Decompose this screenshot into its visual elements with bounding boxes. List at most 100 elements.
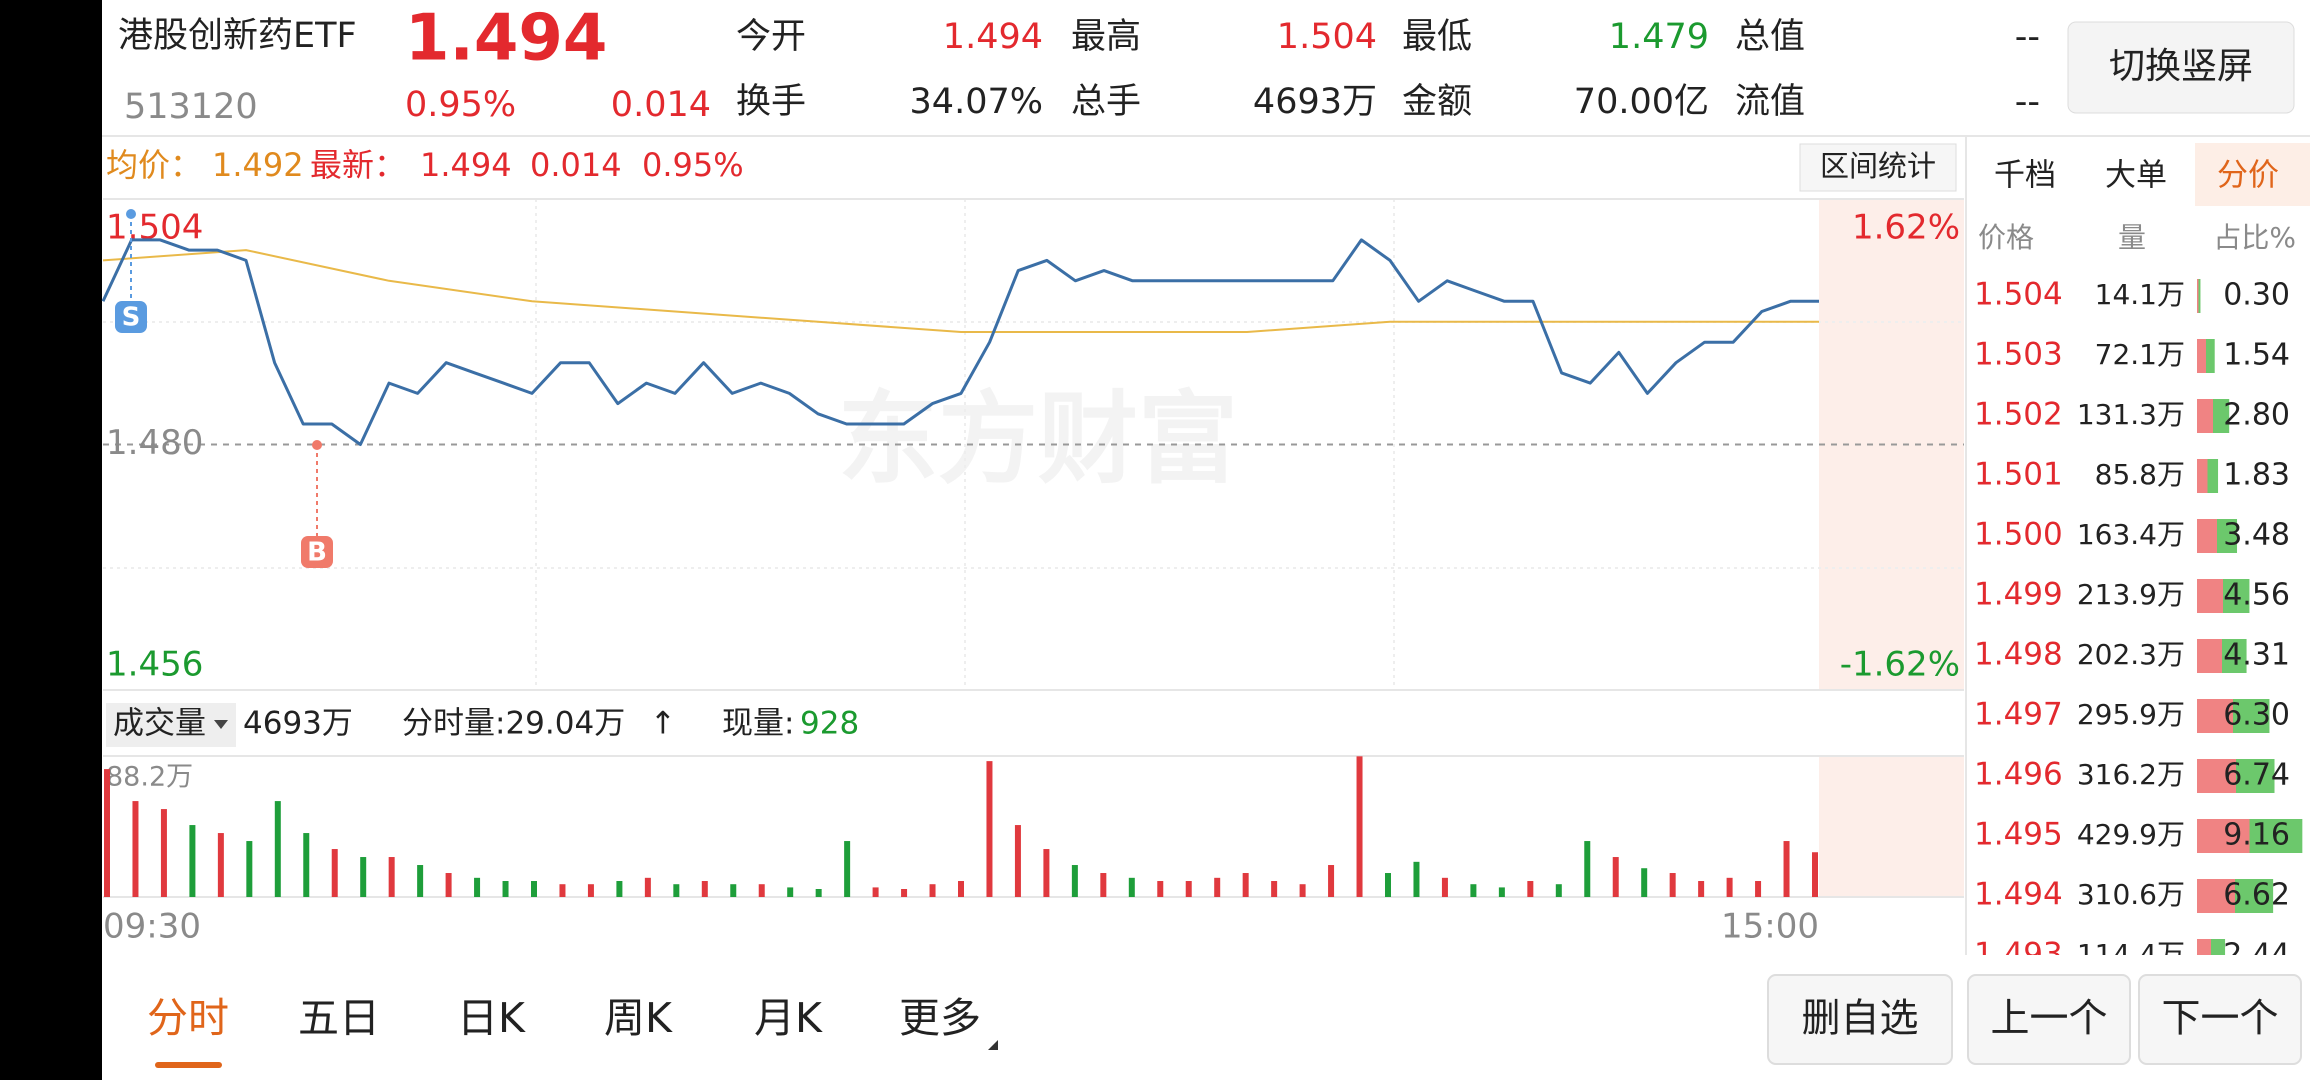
volume-arrow: ↑	[650, 706, 676, 742]
volume-bar	[986, 761, 993, 897]
nav-button[interactable]	[1967, 974, 2131, 1065]
book-share: 6.30	[2223, 698, 2290, 733]
nav-tab[interactable]: 月K	[754, 994, 823, 1042]
active-underline	[155, 1062, 222, 1068]
nav-tab[interactable]: 更多	[899, 994, 981, 1042]
stat-label: 最低	[1402, 17, 1472, 57]
book-volume: 202.3万	[2077, 638, 2185, 671]
volume-bar	[1185, 881, 1192, 897]
toggle-button[interactable]	[2067, 21, 2295, 114]
volume-bar	[388, 857, 395, 897]
volume-bar	[815, 889, 822, 897]
stat-label: 换手	[736, 82, 806, 122]
volume-bar	[1669, 873, 1676, 897]
book-share: 0.30	[2223, 278, 2290, 313]
now-label: 现量:	[722, 706, 794, 742]
volume-bar	[1555, 884, 1562, 897]
book-tab[interactable]: 大单	[2105, 158, 2167, 194]
volume-bar	[1755, 881, 1762, 897]
volume-selector[interactable]	[106, 703, 236, 747]
volume-bar	[160, 809, 167, 897]
book-tab-active[interactable]: 分价	[2217, 158, 2279, 194]
time-start: 09:30	[103, 907, 201, 947]
volume-bar	[901, 889, 908, 897]
volume-bar	[1726, 877, 1733, 897]
volume-bar	[730, 884, 737, 897]
volume-bar	[1271, 881, 1278, 897]
volume-bar	[1356, 756, 1363, 897]
minute-volume: 分时量:29.04万	[402, 706, 625, 742]
dropdown-arrow	[214, 720, 228, 729]
range-button[interactable]	[1799, 143, 1957, 192]
avg-value: 1.492	[212, 146, 304, 184]
book-share: 2.44	[2223, 938, 2290, 973]
y-tick-label: 1.480	[106, 423, 203, 463]
volume-bar	[1328, 865, 1335, 897]
share-bar	[2197, 819, 2303, 853]
nav-tab-active[interactable]: 分时	[147, 994, 229, 1042]
share-bar	[2197, 879, 2274, 913]
volume-bar	[1128, 877, 1135, 897]
nav-button[interactable]	[1767, 974, 1953, 1065]
latest-change: 0.014	[530, 146, 622, 184]
book-volume: 310.6万	[2077, 878, 2185, 911]
volume-bar	[1783, 841, 1790, 897]
book-share: 3.48	[2223, 518, 2290, 553]
column-header: 占比%	[2213, 221, 2296, 254]
volume-bar	[1413, 861, 1420, 897]
book-price: 1.498	[1974, 637, 2063, 673]
latest-label: 最新：	[310, 146, 406, 184]
book-share: 4.31	[2223, 638, 2290, 673]
volume-bar	[1812, 852, 1818, 897]
book-volume: 213.9万	[2077, 578, 2185, 611]
book-volume: 85.8万	[2095, 458, 2185, 491]
book-volume: 316.2万	[2077, 758, 2185, 791]
nav-tab[interactable]: 五日	[298, 994, 380, 1042]
volume-bar	[616, 881, 623, 897]
volume-bar	[445, 873, 452, 897]
nav-button[interactable]	[2138, 974, 2302, 1065]
volume-bar	[1441, 877, 1448, 897]
book-price: 1.494	[1974, 877, 2063, 913]
volume-bar	[474, 877, 481, 897]
stat-value: 1.479	[1609, 17, 1709, 57]
stat-label: 总手	[1071, 82, 1141, 122]
book-volume: 14.1万	[2095, 278, 2185, 311]
column-header: 价格	[1978, 221, 2034, 254]
nav-tab[interactable]: 周K	[604, 994, 673, 1042]
volume-bar	[1214, 877, 1221, 897]
book-price: 1.503	[1974, 337, 2063, 373]
volume-bar	[787, 887, 794, 897]
nav-tab[interactable]: 日K	[457, 994, 526, 1042]
active-tab-bg	[2195, 143, 2310, 206]
book-price: 1.493	[1974, 937, 2063, 973]
volume-bar	[758, 884, 765, 897]
nav-button-label: 上一个	[1990, 997, 2107, 1042]
stat-value: 4693万	[1253, 82, 1377, 122]
volume-bar	[274, 801, 281, 897]
book-price: 1.499	[1974, 577, 2063, 613]
toggle-label: 切换竖屏	[2109, 46, 2253, 87]
share-bar	[2197, 579, 2250, 613]
volume-bar	[872, 887, 879, 897]
marker-badge	[115, 301, 147, 333]
nav-button-label: 删自选	[1801, 997, 1918, 1042]
share-bar	[2197, 279, 2201, 313]
volume-bar	[1385, 873, 1391, 897]
y-tick-label: 88.2万	[106, 762, 193, 793]
volume-bar	[673, 884, 680, 897]
volume-bar	[531, 881, 537, 897]
volume-bar	[360, 857, 367, 897]
latest-value: 1.494	[420, 146, 512, 184]
volume-bar	[104, 769, 110, 897]
marker-badge	[301, 536, 333, 568]
stat-label: 金额	[1402, 82, 1472, 122]
book-share: 2.80	[2223, 398, 2290, 433]
avg-label: 均价：	[106, 146, 202, 184]
volume-bar	[1698, 881, 1705, 897]
book-price: 1.497	[1974, 697, 2063, 733]
volume-bar	[929, 884, 936, 897]
book-tab[interactable]: 千档	[1994, 158, 2056, 194]
share-bar	[2197, 699, 2270, 733]
book-price: 1.502	[1974, 397, 2063, 433]
